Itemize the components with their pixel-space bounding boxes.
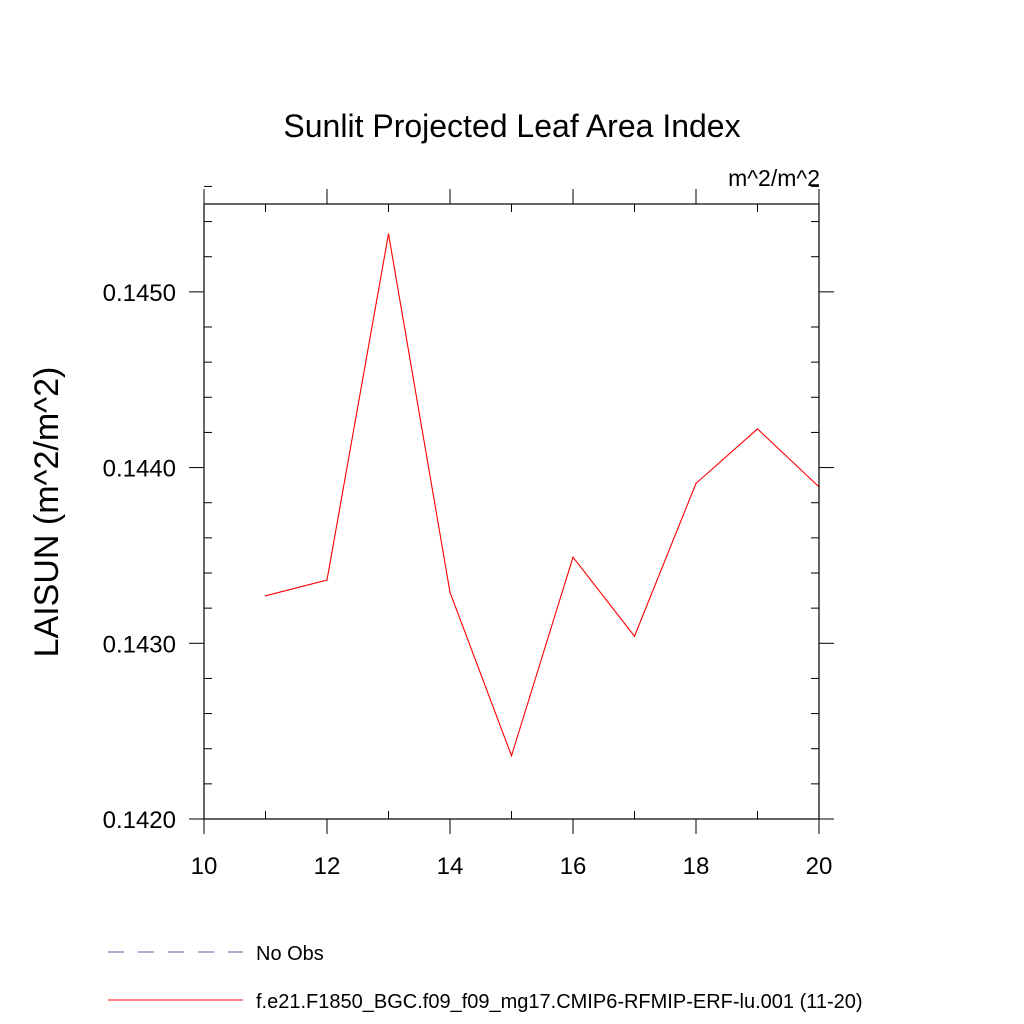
units-label: m^2/m^2 (728, 165, 820, 191)
plot-area (264, 233, 820, 758)
y-tick-label: 0.1440 (103, 456, 176, 483)
x-tick-label: 12 (314, 853, 341, 880)
x-tick-label: 14 (437, 853, 464, 880)
data-point (449, 591, 451, 593)
y-tick-label: 0.1450 (103, 280, 176, 307)
data-point (387, 233, 390, 235)
data-point (510, 755, 513, 757)
legend-label: f.e21.F1850_BGC.f09_f09_mg17.CMIP6-RFMIP… (256, 991, 863, 1013)
data-point (633, 635, 636, 637)
y-tick-label: 0.1430 (103, 631, 176, 658)
legend-label: No Obs (256, 943, 324, 965)
plot-frame (203, 203, 820, 820)
data-point (695, 482, 697, 484)
y-axis-label: LAISUN (m^2/m^2) (28, 367, 66, 658)
chart-title: Sunlit Projected Leaf Area Index (283, 108, 740, 144)
x-tick-label: 16 (560, 853, 587, 880)
data-point (572, 556, 574, 558)
axes: 10 12 14 16 18 20 0.1420 0.1430 0.1440 0.1450 (103, 185, 834, 880)
data-point (756, 428, 759, 430)
y-tick-label: 0.1420 (103, 807, 176, 834)
legend: No Obs f.e21.F1850_BGC.f09_f09_mg17.CMIP6… (108, 943, 863, 1013)
x-tick-label: 10 (191, 853, 218, 880)
data-point (326, 579, 328, 581)
data-point (264, 595, 267, 597)
x-tick-label: 20 (806, 853, 833, 880)
x-tick-label: 18 (683, 853, 710, 880)
series-line-1 (265, 233, 820, 758)
